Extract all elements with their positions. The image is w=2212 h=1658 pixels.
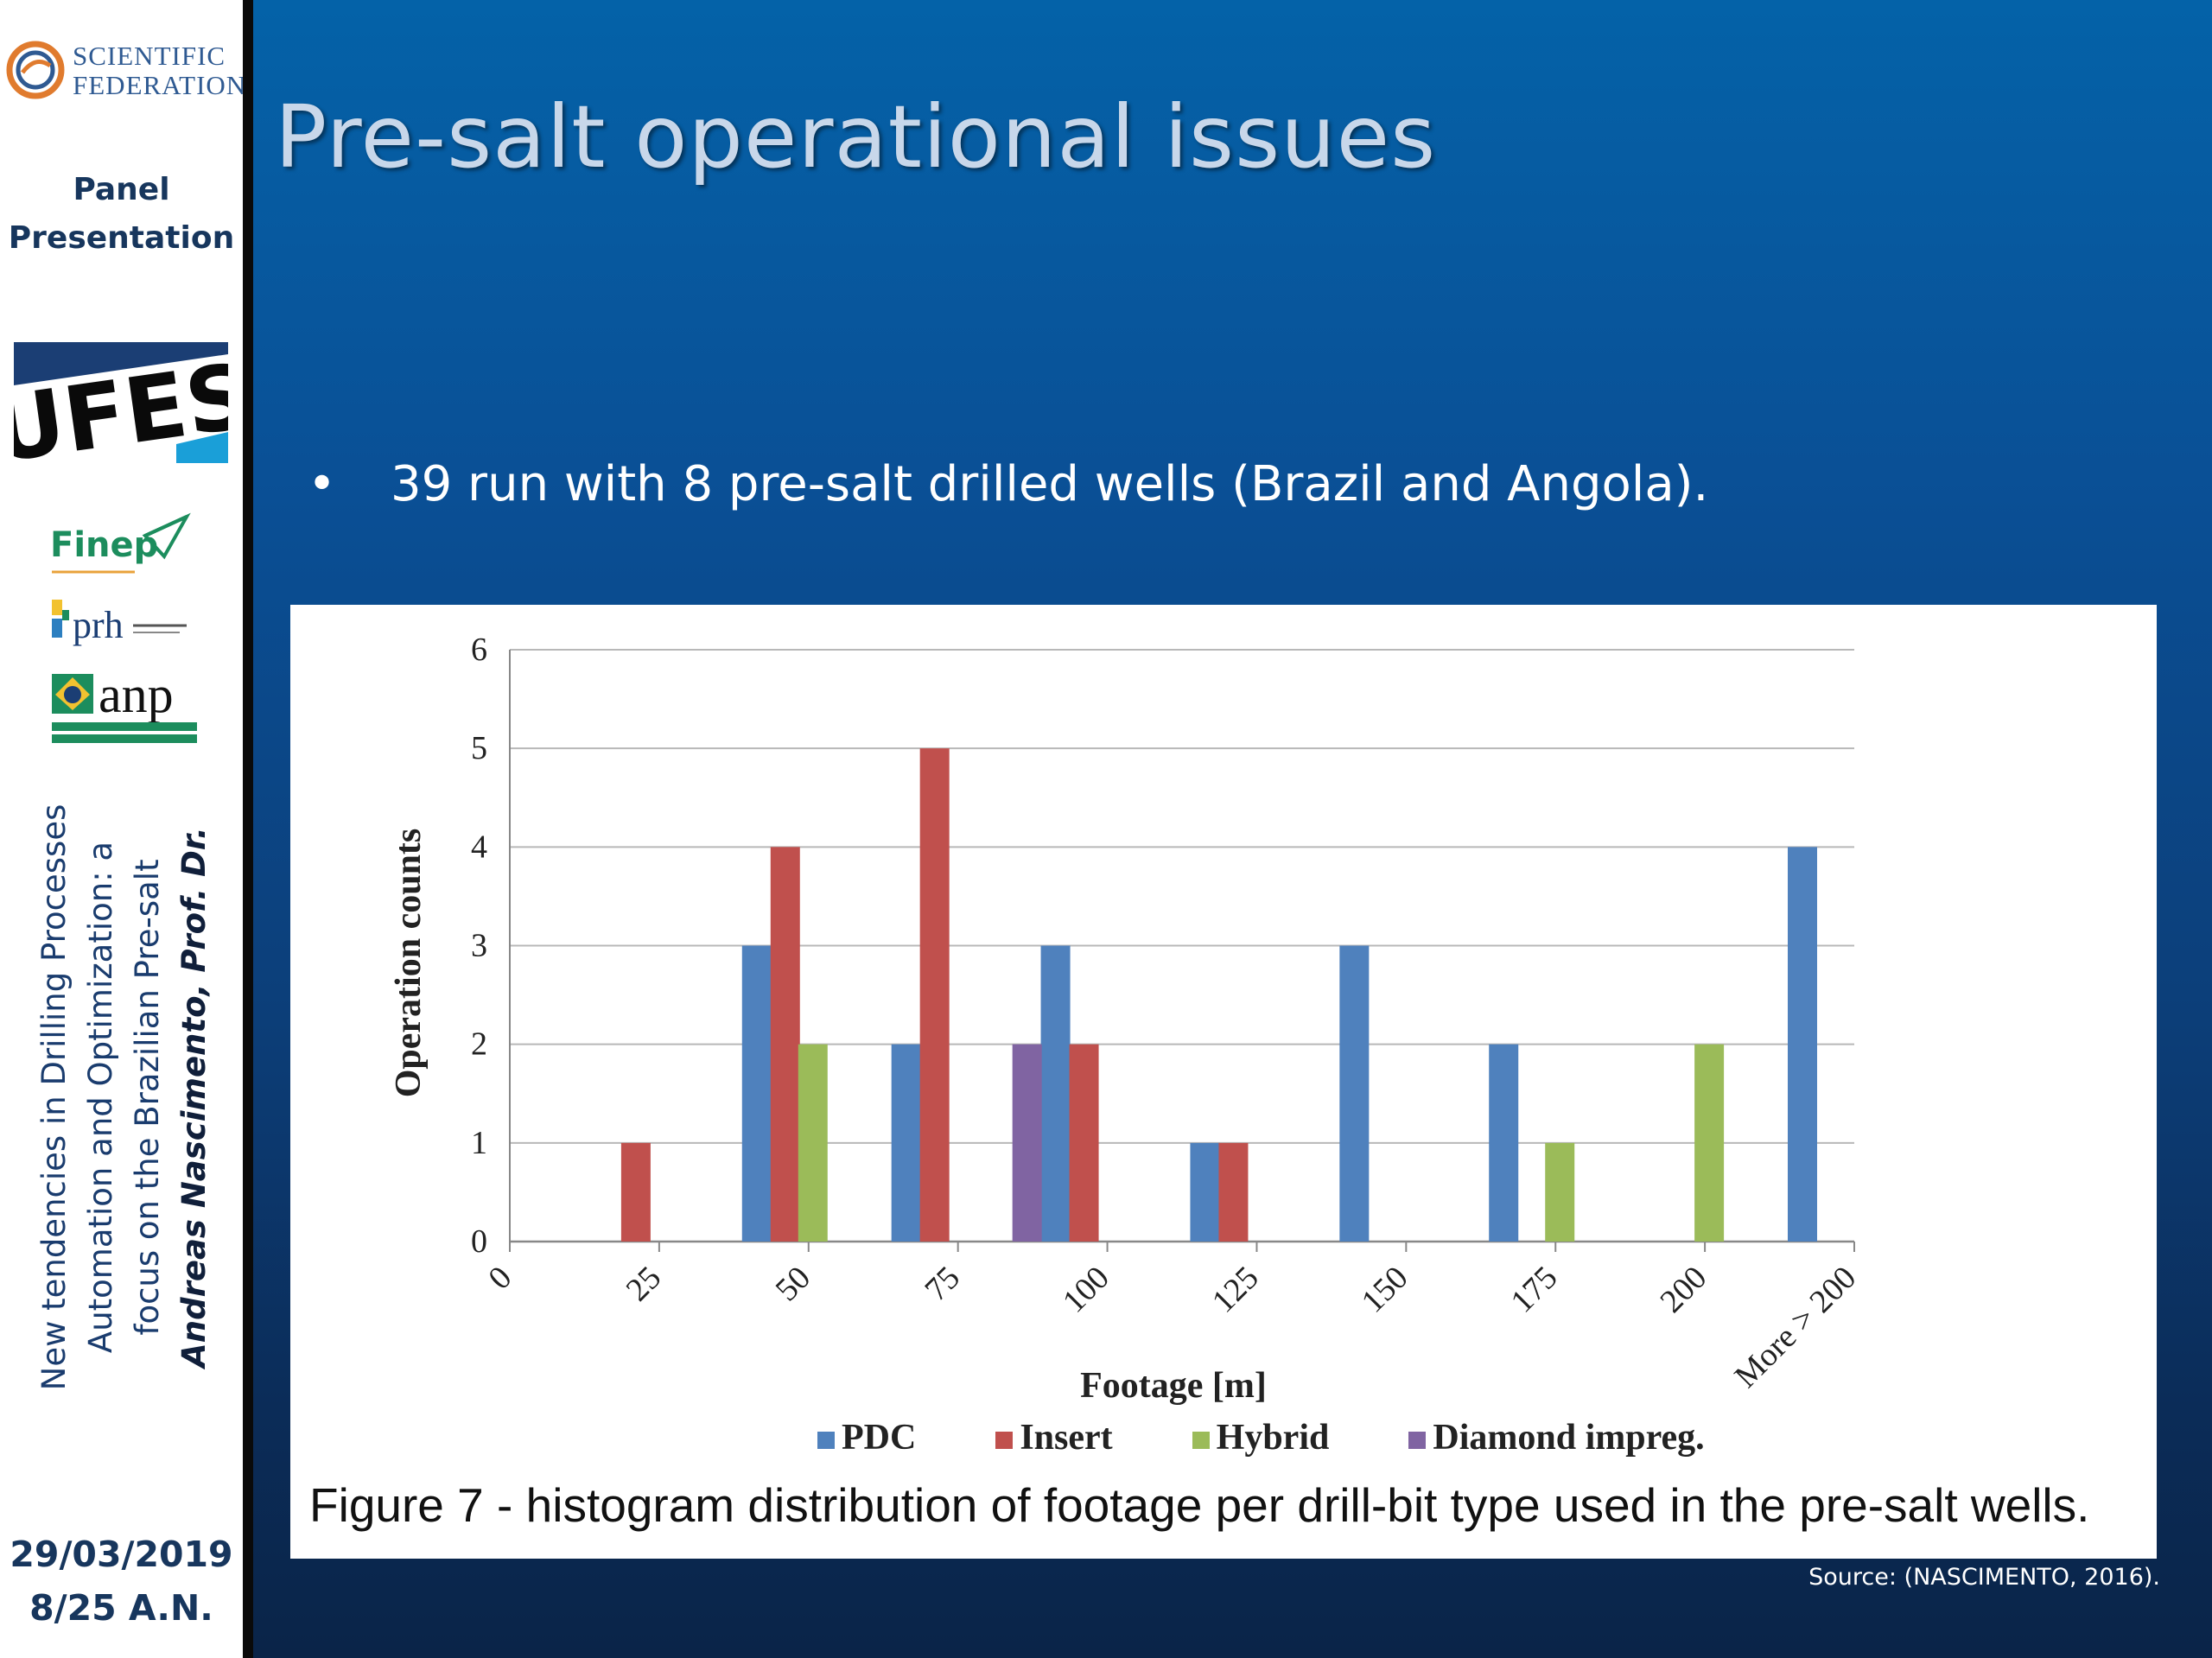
anp-logo: anp — [52, 669, 197, 743]
ufes-logo: UFES — [14, 342, 228, 463]
scientific-federation-emblem-icon — [6, 41, 65, 99]
y-tick-label: 5 — [471, 730, 487, 766]
y-tick-label: 1 — [471, 1125, 487, 1161]
bar-diamond-impreg-75 — [1012, 1044, 1042, 1242]
y-axis-title: Operation counts — [389, 829, 429, 1098]
chart-legend: PDC Insert Hybrid Diamond impreg. — [817, 1417, 1784, 1462]
legend-swatch — [1192, 1432, 1210, 1450]
panel-presentation-label: Panel Presentation — [0, 166, 243, 263]
x-tick-label: 75 — [918, 1260, 967, 1309]
x-tick-label: More > 200 — [1728, 1260, 1864, 1395]
bar-pdc-175 — [1489, 1044, 1519, 1242]
x-tick-label: 25 — [620, 1260, 669, 1309]
bullet-point: • 39 run with 8 pre-salt drilled wells (B… — [308, 456, 1708, 512]
histogram-chart: 0 1 2 3 4 5 6 0 25 50 75 100 125 150 175 200 More > 200 F… — [389, 632, 1864, 1406]
panel-line-1: Panel — [73, 172, 170, 207]
x-tick-label: 0 — [481, 1260, 518, 1297]
bar-insert-50 — [770, 847, 800, 1242]
bar-insert-75 — [919, 748, 950, 1242]
x-tick-label: 50 — [769, 1260, 818, 1309]
bar-hybrid-200 — [1694, 1044, 1725, 1242]
slide-title: Pre-salt operational issues — [275, 86, 1437, 187]
logo-line-2: FEDERATION — [73, 70, 247, 100]
legend-swatch — [995, 1432, 1014, 1450]
bar-hybrid-50 — [798, 1044, 828, 1242]
legend-item-pdc: PDC — [817, 1417, 916, 1458]
bar-pdc-75 — [891, 1044, 921, 1242]
x-tick-label: 175 — [1504, 1260, 1565, 1320]
figure-panel: 0 1 2 3 4 5 6 0 25 50 75 100 125 150 175 200 More > 200 F… — [290, 605, 2157, 1559]
bar-pdc-150 — [1339, 945, 1370, 1242]
presentation-title-vertical: New tendencies in Drilling Processes Aut… — [31, 786, 218, 1408]
y-tick-label: 4 — [471, 829, 487, 865]
svg-text:prh: prh — [73, 604, 124, 646]
bar-pdc-50 — [741, 945, 772, 1242]
legend-swatch — [1408, 1432, 1427, 1450]
presentation-date: 29/03/2019 — [10, 1534, 233, 1575]
x-tick-label: 150 — [1355, 1260, 1415, 1320]
y-tick-label: 3 — [471, 928, 487, 964]
figure-caption: Figure 7 - histogram distribution of foo… — [309, 1478, 2090, 1532]
x-tick-label: 100 — [1056, 1260, 1116, 1320]
legend-swatch — [817, 1432, 835, 1450]
legend-label: Diamond impreg. — [1433, 1418, 1705, 1458]
bullet-marker: • — [308, 456, 337, 512]
bar-pdc-More-200 — [1788, 847, 1817, 1242]
finep-logo: Finep — [50, 512, 191, 574]
y-tick-label: 6 — [471, 632, 487, 668]
panel-line-2: Presentation — [8, 220, 235, 256]
source-note: Source: (NASCIMENTO, 2016). — [1808, 1564, 2160, 1591]
bullet-text: 39 run with 8 pre-salt drilled wells (Br… — [391, 456, 1709, 512]
legend-label: PDC — [842, 1418, 917, 1458]
legend-label: Hybrid — [1216, 1418, 1330, 1458]
legend-label: Insert — [1020, 1418, 1113, 1458]
vertical-title-line-1: New tendencies in Drilling Processes — [35, 804, 73, 1391]
x-tick-label: 125 — [1205, 1260, 1266, 1320]
vertical-title-line-2: Automation and Optimization: a — [82, 841, 119, 1354]
bar-insert-25 — [620, 1142, 651, 1242]
bar-hybrid-175 — [1545, 1142, 1575, 1242]
date-page-block: 29/03/2019 8/25 A.N. — [0, 1528, 243, 1635]
author-name: Andreas Nascimento, Prof. Dr. — [175, 827, 213, 1368]
logo-line-1: SCIENTIFIC — [73, 41, 226, 71]
scientific-federation-logo: SCIENTIFIC FEDERATION — [5, 40, 245, 109]
legend-item-insert: Insert — [995, 1417, 1113, 1458]
bar-pdc-100 — [1040, 945, 1071, 1242]
svg-text:anp: anp — [99, 669, 174, 723]
sidebar-divider — [243, 0, 253, 1658]
svg-text:Finep: Finep — [50, 525, 158, 565]
y-tick-label: 0 — [471, 1223, 487, 1260]
vertical-title-line-3: focus on the Brazilian Pre-salt — [129, 859, 166, 1336]
legend-item-hybrid: Hybrid — [1192, 1417, 1330, 1458]
sidebar: SCIENTIFIC FEDERATION Panel Presentation… — [0, 0, 245, 1658]
x-axis-title: Footage [m] — [1080, 1366, 1267, 1406]
bar-insert-125 — [1218, 1142, 1249, 1242]
x-tick-label: 200 — [1653, 1260, 1713, 1320]
page-number: 8/25 A.N. — [29, 1587, 213, 1629]
bar-insert-100 — [1069, 1044, 1099, 1242]
y-tick-label: 2 — [471, 1026, 487, 1063]
bar-pdc-125 — [1190, 1142, 1220, 1242]
prh-logo: prh — [52, 600, 187, 646]
legend-item-diamond-impreg: Diamond impreg. — [1408, 1417, 1705, 1458]
